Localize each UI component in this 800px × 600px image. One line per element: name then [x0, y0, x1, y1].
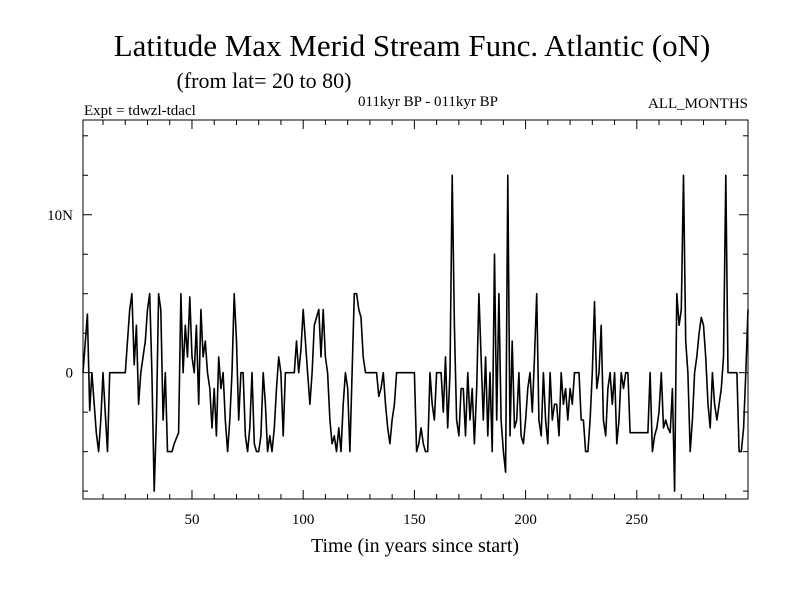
- y-tick-label: 10N: [47, 208, 73, 224]
- x-tick-label: 100: [292, 512, 315, 528]
- y-tick-label: 0: [66, 366, 74, 382]
- series-line: [82, 174, 749, 492]
- x-tick-label: 50: [184, 512, 199, 528]
- axis-tick-labels: 50 100 150 200 250 0 10N: [47, 208, 648, 528]
- axis-ticks: [83, 120, 748, 499]
- months-label: ALL_MONTHS: [648, 96, 748, 112]
- x-axis-label: Time (in years since start): [311, 535, 519, 557]
- period-label: 011kyr BP - 011kyr BP: [358, 94, 498, 110]
- x-tick-label: 250: [626, 512, 649, 528]
- experiment-label: Expt = tdwzl-tdacl: [84, 103, 196, 119]
- chart-subtitle: (from lat= 20 to 80): [177, 68, 352, 93]
- plot-frame: [82, 119, 749, 500]
- chart-title: Latitude Max Merid Stream Func. Atlantic…: [114, 28, 711, 63]
- x-tick-label: 150: [403, 512, 426, 528]
- x-tick-label: 200: [514, 512, 537, 528]
